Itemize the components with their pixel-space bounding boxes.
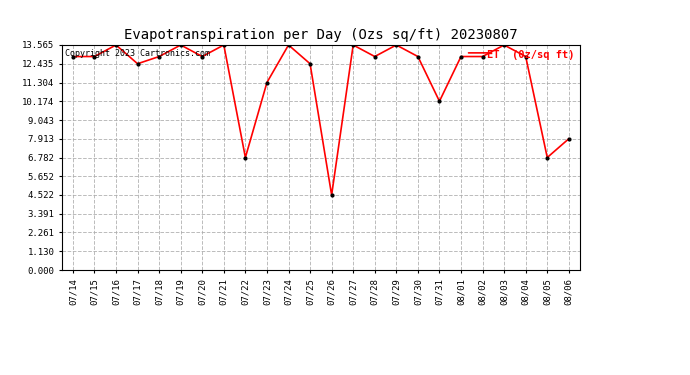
Title: Evapotranspiration per Day (Ozs sq/ft) 20230807: Evapotranspiration per Day (Ozs sq/ft) 2…	[124, 28, 518, 42]
Text: Copyright 2023 Cartronics.com: Copyright 2023 Cartronics.com	[65, 50, 210, 58]
Text: ET  (0z/sq ft): ET (0z/sq ft)	[487, 50, 575, 60]
